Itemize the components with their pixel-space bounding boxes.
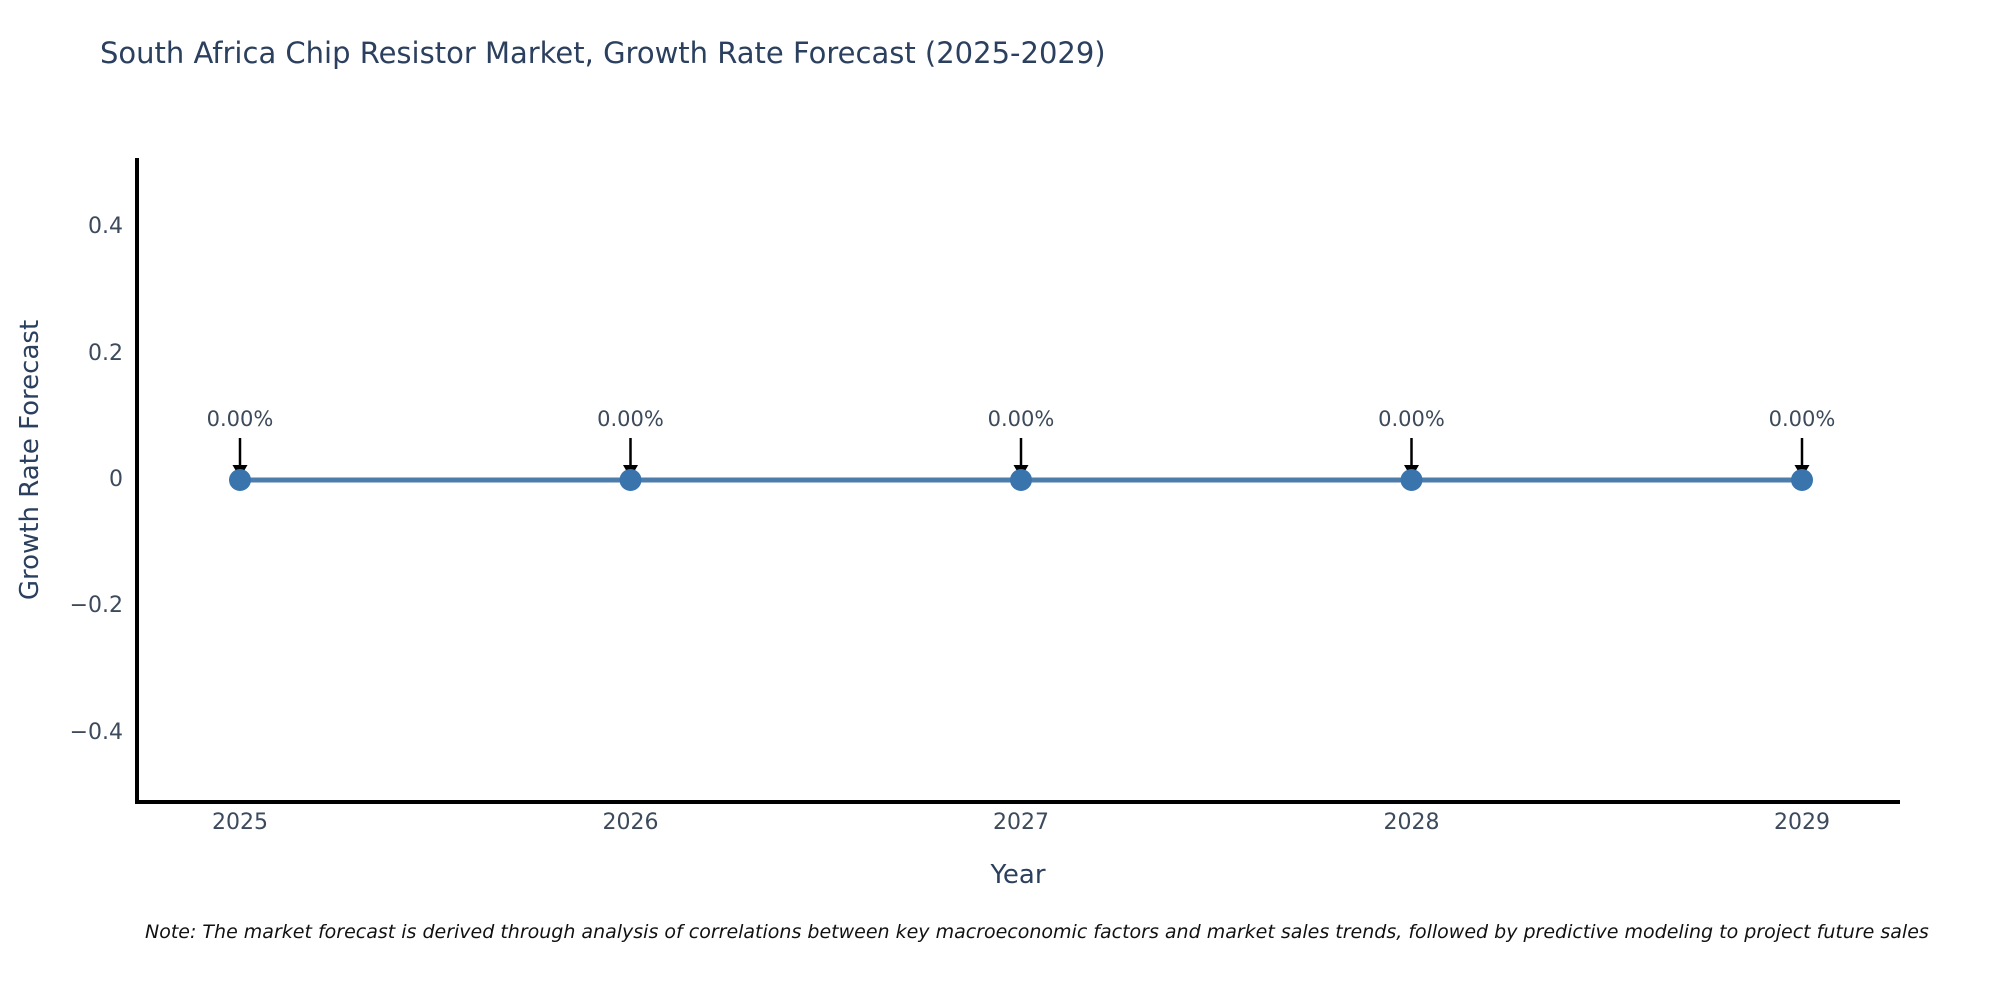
- x-tick-label: 2028: [1383, 810, 1440, 835]
- x-axis-line: [135, 800, 1900, 804]
- x-tick-label: 2027: [993, 810, 1049, 835]
- data-point-value-label: 0.00%: [1768, 407, 1836, 431]
- y-tick-label: 0.4: [88, 214, 123, 240]
- data-point-marker: [1791, 469, 1813, 491]
- y-tick-label: 0.2: [88, 340, 123, 366]
- data-point-marker: [1010, 469, 1032, 491]
- data-point-value-label: 0.00%: [206, 407, 274, 431]
- y-tick-label: −0.2: [69, 593, 123, 619]
- data-point-value-label: 0.00%: [1378, 407, 1445, 431]
- chart-title: South Africa Chip Resistor Market, Growt…: [100, 36, 1106, 70]
- data-point-marker: [619, 469, 642, 491]
- data-point-value-label: 0.00%: [987, 407, 1055, 431]
- y-axis-line: [135, 158, 139, 804]
- x-tick-label: 2025: [212, 810, 268, 835]
- x-axis-title: Year: [990, 860, 1046, 890]
- x-tick-label: 2026: [602, 810, 659, 835]
- footnote: Note: The market forecast is derived thr…: [145, 921, 1929, 943]
- data-point-value-label: 0.00%: [597, 407, 664, 431]
- y-tick-label: 0: [109, 467, 123, 492]
- x-tick-label: 2029: [1774, 810, 1830, 835]
- data-point-marker: [229, 469, 251, 491]
- data-point-marker: [1400, 469, 1423, 491]
- y-tick-label: −0.4: [69, 719, 123, 745]
